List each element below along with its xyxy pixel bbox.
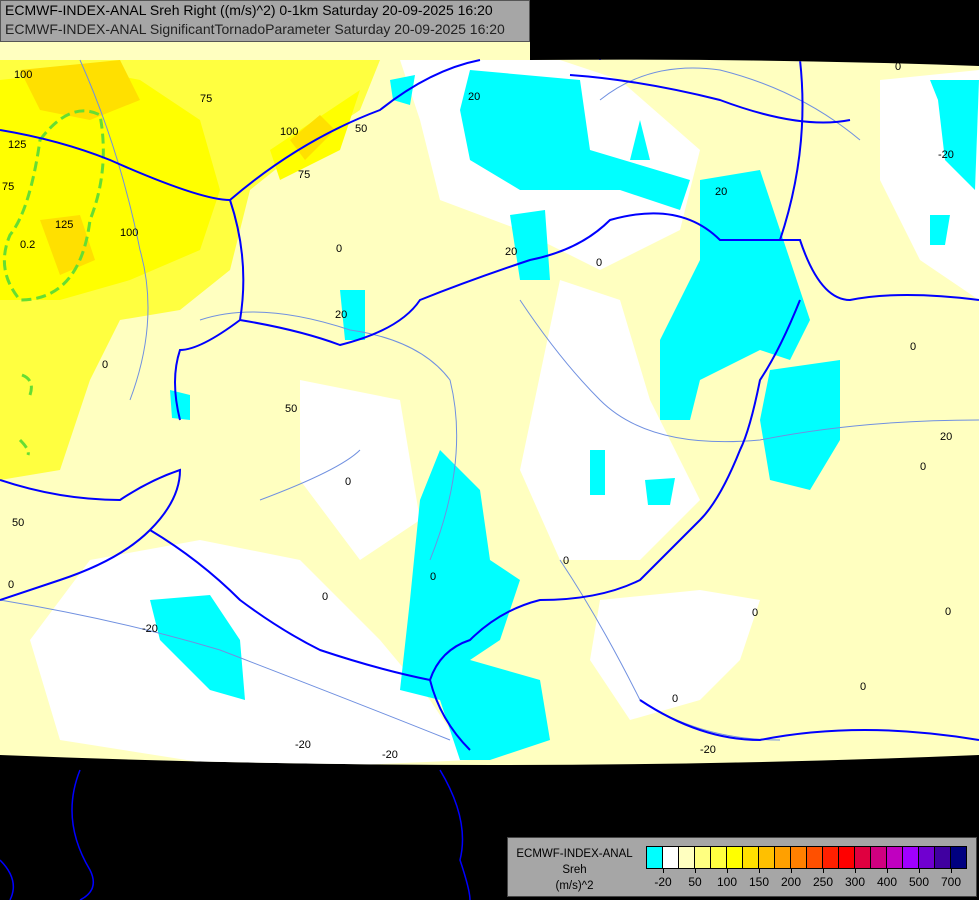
legend-tick-label: 50 [688,875,702,889]
legend-title-unit: (m/s)^2 [555,880,594,892]
contour-label: 0 [563,555,569,567]
contour-label: -20 [938,149,954,161]
contour-label: -20 [142,623,158,635]
legend-swatch [711,847,727,868]
legend-swatch [679,847,695,868]
legend-swatch [855,847,871,868]
color-legend: ECMWF-INDEX-ANAL Sreh (m/s)^2 -20 50 100 15… [507,837,977,897]
contour-label: 100 [120,227,138,239]
contour-label: -20 [295,739,311,751]
contour-label: 0 [945,606,951,618]
legend-swatch [887,847,903,868]
contour-label: 0 [752,607,758,619]
legend-tick-label: 500 [908,875,930,889]
legend-tick [695,868,696,873]
legend-tick [663,868,664,873]
legend-tick [823,868,824,873]
legend-swatch [775,847,791,868]
contour-label: 50 [285,403,297,415]
legend-swatch [663,847,679,868]
map-header: ECMWF-INDEX-ANAL Sreh Right ((m/s)^2) 0-… [0,0,530,42]
legend-swatch [791,847,807,868]
contour-label: 100 [14,69,32,81]
field-white-regions [30,60,979,765]
contour-label: 20 [335,309,347,321]
legend-swatch [951,847,966,868]
legend-tick [727,868,728,873]
sreh-field: 100 75 125 75 100 125 100 75 50 20 0 20 … [0,40,979,765]
field-cyan-regions [150,70,979,760]
country-borders [0,40,979,751]
legend-swatch [807,847,823,868]
contour-label: 0 [322,591,328,603]
legend-swatch [743,847,759,868]
legend-tick-label: 400 [876,875,898,889]
legend-tick [759,868,760,873]
legend-swatch [759,847,775,868]
contour-label: 0 [920,461,926,473]
legend-tick [919,868,920,873]
header-line-sreh: ECMWF-INDEX-ANAL Sreh Right ((m/s)^2) 0-… [5,2,493,18]
contour-label: 0 [336,243,342,255]
contour-label: -20 [382,749,398,761]
legend-color-bar [646,846,967,869]
contour-label: -20 [700,744,716,756]
legend-tick [951,868,952,873]
legend-tick-label: 300 [844,875,866,889]
legend-tick-label: 250 [812,875,834,889]
contour-label: 75 [200,93,212,105]
contour-label: 0.2 [20,239,35,251]
legend-swatch [823,847,839,868]
rivers [0,59,979,741]
contour-label: 0 [345,476,351,488]
header-line-stp: ECMWF-INDEX-ANAL SignificantTornadoParam… [5,21,505,37]
contour-labels: 100 75 125 75 100 125 100 75 50 20 0 20 … [2,61,954,761]
legend-tick-label: 700 [940,875,962,889]
legend-tick [791,868,792,873]
legend-tick-label: 150 [748,875,770,889]
contour-label: 0 [596,257,602,269]
legend-title: ECMWF-INDEX-ANAL Sreh (m/s)^2 [512,846,637,894]
legend-swatch [647,847,663,868]
legend-tick [855,868,856,873]
contour-label: 100 [280,126,298,138]
contour-label: 0 [860,681,866,693]
contour-label: 50 [12,517,24,529]
contour-label: 20 [468,91,480,103]
outside-domain-features [0,769,471,900]
legend-swatch [695,847,711,868]
contour-label: 0 [8,579,14,591]
contour-label: 75 [2,181,14,193]
legend-swatch [839,847,855,868]
legend-title-variable: Sreh [562,864,587,876]
contour-label: 20 [940,431,952,443]
contour-label: 75 [298,169,310,181]
contour-label: 0 [910,341,916,353]
contour-label: 20 [715,186,727,198]
legend-swatch [935,847,951,868]
contour-label: 0 [672,693,678,705]
contour-label: 125 [8,139,26,151]
stp-contours [2,109,105,456]
legend-swatch [903,847,919,868]
legend-tick-label: 200 [780,875,802,889]
legend-title-model: ECMWF-INDEX-ANAL [516,848,633,860]
contour-label: 20 [505,246,517,258]
contour-label: 0 [102,359,108,371]
contour-label: 0 [430,571,436,583]
field-deep-yellow-regions [0,70,360,300]
contour-label: 0 [895,61,901,73]
legend-swatch [871,847,887,868]
contour-label: 125 [55,219,73,231]
legend-swatch [919,847,935,868]
legend-tick [887,868,888,873]
contour-label: 50 [355,123,367,135]
legend-tick-label: 100 [716,875,738,889]
legend-swatch [727,847,743,868]
legend-tick-label: -20 [654,875,672,889]
